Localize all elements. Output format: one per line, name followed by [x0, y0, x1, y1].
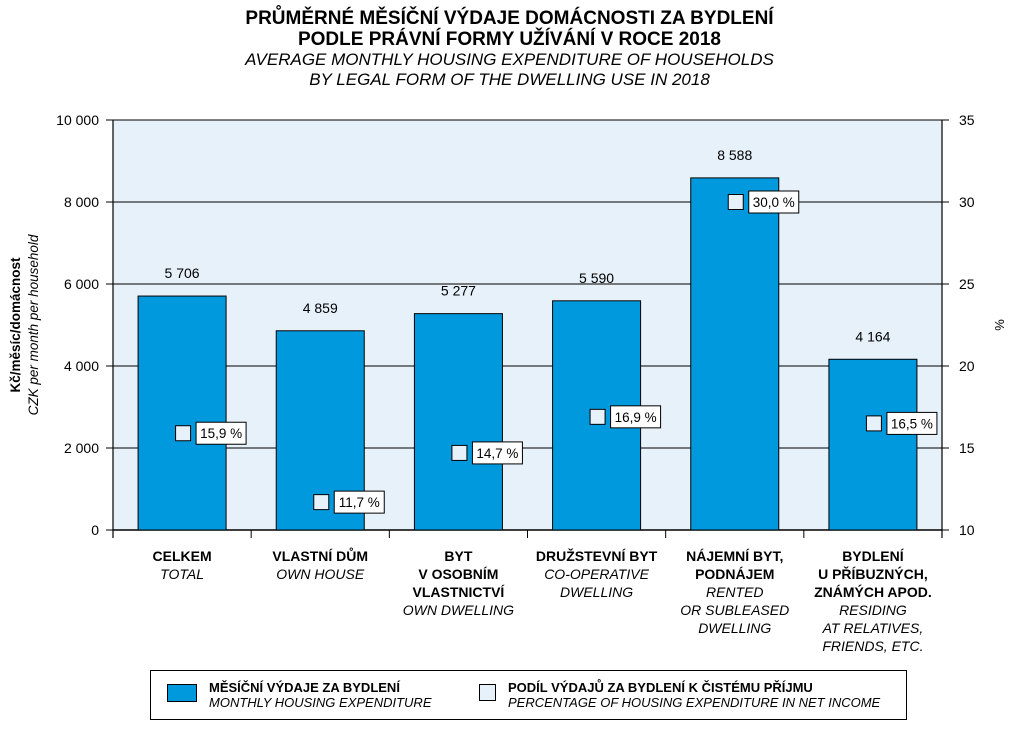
- legend-swatch-marker: [479, 684, 496, 701]
- legend-mark-label-en: PERCENTAGE OF HOUSING EXPENDITURE IN NET…: [508, 695, 881, 710]
- category-label-en: AT RELATIVES,: [822, 620, 924, 636]
- y-tick-label: 8 000: [64, 194, 99, 210]
- category-label-cz: ZNÁMÝCH APOD.: [814, 583, 932, 600]
- legend-bar-label-cz: MĚSÍČNÍ VÝDAJE ZA BYDLENÍ: [209, 680, 400, 695]
- category-label-cz: PODNÁJEM: [695, 566, 774, 582]
- category-label-en: CO-OPERATIVE: [544, 566, 649, 582]
- percentage-label-box: [471, 441, 523, 465]
- percentage-label-box: [886, 411, 938, 435]
- category-label-en: OWN DWELLING: [403, 602, 514, 618]
- title-cz-line2: PODLE PRÁVNÍ FORMY UŽÍVÁNÍ V ROCE 2018: [297, 29, 721, 50]
- bar: [690, 177, 780, 531]
- bar: [137, 295, 227, 531]
- category-label-en: RENTED: [706, 584, 764, 600]
- category-label-en: RESIDING: [839, 602, 907, 618]
- category-label-cz: CELKEM: [153, 548, 212, 564]
- legend-item-expenditure: MĚSÍČNÍ VÝDAJE ZA BYDLENÍ MONTHLY HOUSIN…: [167, 680, 432, 710]
- percentage-label: 15,9 %: [200, 426, 242, 441]
- percentage-marker: [865, 415, 882, 432]
- y-axis-title-cz: Kč/měsíc/domácnost: [8, 257, 23, 393]
- category-label-en: TOTAL: [160, 566, 204, 582]
- percentage-label: 14,7 %: [476, 446, 518, 461]
- y-tick-label: 0: [91, 522, 99, 538]
- category-label-cz: U PŘÍBUZNÝCH,: [818, 565, 928, 582]
- y-tick-label: 10 000: [56, 112, 99, 128]
- percentage-label-box: [748, 190, 800, 214]
- percentage-marker: [451, 444, 468, 461]
- legend-bar-label-en: MONTHLY HOUSING EXPENDITURE: [209, 695, 432, 710]
- bar-value-label: 5 277: [441, 283, 476, 299]
- category-label-en: DWELLING: [698, 620, 771, 636]
- category-label-en: OR SUBLEASED: [680, 602, 789, 618]
- category-label-cz: VLASTNÍ DŮM: [272, 546, 368, 564]
- y-tick-label: 4 000: [64, 358, 99, 374]
- percentage-label-box: [195, 421, 247, 445]
- y2-tick-label: 20: [959, 358, 975, 374]
- percentage-label: 30,0 %: [753, 195, 795, 210]
- bar-value-label: 5 706: [165, 265, 200, 281]
- percentage-label-box: [333, 490, 385, 514]
- bar-value-label: 4 859: [303, 300, 338, 316]
- legend-item-percentage: PODÍL VÝDAJŮ ZA BYDLENÍ K ČISTÉMU PŘÍJMU…: [479, 680, 880, 710]
- percentage-label: 16,5 %: [891, 416, 933, 431]
- title-en-line1: AVERAGE MONTHLY HOUSING EXPENDITURE OF H…: [245, 50, 774, 69]
- bar-value-label: 8 588: [717, 147, 752, 163]
- category-label-cz: VLASTNICTVÍ: [413, 584, 506, 600]
- category-label-en: OWN HOUSE: [276, 566, 365, 582]
- legend-mark-label-cz: PODÍL VÝDAJŮ ZA BYDLENÍ K ČISTÉMU PŘÍJMU: [508, 680, 813, 695]
- category-label-en: FRIENDS, ETC.: [822, 638, 923, 654]
- category-label-cz: BYT: [444, 548, 472, 564]
- percentage-label-box: [610, 405, 662, 429]
- category-label-cz: V OSOBNÍM: [418, 566, 498, 582]
- y-tick-label: 2 000: [64, 440, 99, 456]
- y2-tick-label: 30: [959, 194, 975, 210]
- y2-tick-label: 25: [959, 276, 975, 292]
- percentage-label: 11,7 %: [339, 495, 380, 510]
- bar-chart: 0 2 000 4 000 6 000 8 000 10 000 10 15 20 25 30 35 5…: [8, 112, 1007, 654]
- y2-tick-label: 35: [959, 112, 975, 128]
- category-label-cz: NÁJEMNÍ BYT,: [686, 548, 783, 564]
- legend: MĚSÍČNÍ VÝDAJE ZA BYDLENÍ MONTHLY HOUSIN…: [150, 670, 907, 720]
- percentage-marker: [175, 425, 192, 442]
- category-label-cz: DRUŽSTEVNÍ BYT: [536, 547, 658, 564]
- percentage-marker: [727, 194, 744, 210]
- legend-swatch-bar: [167, 684, 197, 702]
- bar-value-label: 4 164: [855, 328, 890, 344]
- category-label-en: DWELLING: [560, 584, 633, 600]
- plot-area: [113, 120, 942, 530]
- y-tick-label: 6 000: [64, 276, 99, 292]
- title-en-line2: BY LEGAL FORM OF THE DWELLING USE IN 201…: [309, 70, 710, 89]
- bar: [413, 313, 503, 531]
- percentage-label: 16,9 %: [615, 410, 657, 425]
- percentage-marker: [313, 494, 330, 511]
- category-label-cz: BYDLENÍ: [842, 548, 905, 564]
- y2-tick-label: 15: [959, 440, 975, 456]
- bar: [828, 358, 918, 531]
- chart-title-block: PRŮMĚRNÉ MĚSÍČNÍ VÝDAJE DOMÁCNOSTI ZA BY…: [0, 8, 1019, 90]
- y2-axis-title: %: [992, 319, 1007, 331]
- title-cz-line1: PRŮMĚRNÉ MĚSÍČNÍ VÝDAJE DOMÁCNOSTI ZA BY…: [245, 8, 774, 29]
- y2-tick-label: 10: [959, 522, 975, 538]
- y-axis-title-en: CZK per month per household: [26, 234, 41, 415]
- percentage-marker: [589, 408, 606, 425]
- bar-value-label: 5 590: [579, 270, 614, 286]
